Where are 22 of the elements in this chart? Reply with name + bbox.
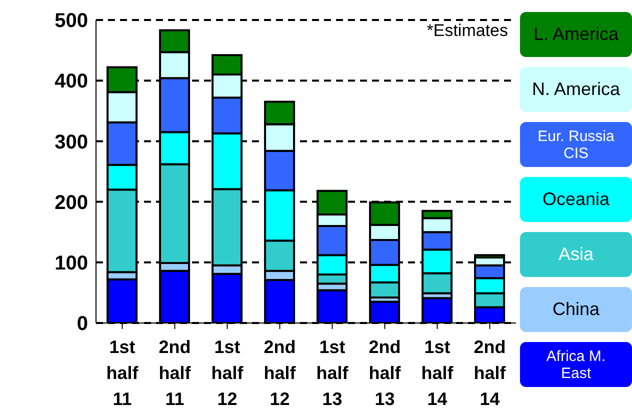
y-tick-label: 500 (54, 10, 88, 32)
text: Asia (520, 232, 632, 277)
text: Eur. Russia CIS (520, 122, 632, 167)
text: Africa M. East (520, 342, 632, 387)
y-tick-label: 100 (54, 252, 88, 274)
x-tick-label: 1st half 13 (316, 337, 350, 409)
x-tick-label: 1st half 11 (106, 337, 140, 409)
x-tick-label: 2nd half 11 (158, 337, 192, 409)
text: Oceania (520, 177, 632, 222)
x-tick-label: 2nd half 13 (368, 337, 402, 409)
annotation: *Estimates (426, 21, 508, 40)
y-tick-label: 0 (76, 313, 88, 336)
text: L. America (520, 12, 632, 57)
x-tick-label: 2nd half 14 (474, 337, 507, 409)
x-tick-label: 1st half 14 (421, 337, 454, 409)
text: N. America (520, 67, 632, 112)
y-tick-label: 300 (54, 131, 88, 154)
y-tick-label: 400 (54, 70, 88, 93)
x-tick-label: 2nd half 12 (264, 337, 297, 409)
text: China (520, 287, 632, 332)
x-tick-label: 1st half 12 (211, 337, 244, 409)
y-tick-label: 200 (54, 192, 88, 214)
